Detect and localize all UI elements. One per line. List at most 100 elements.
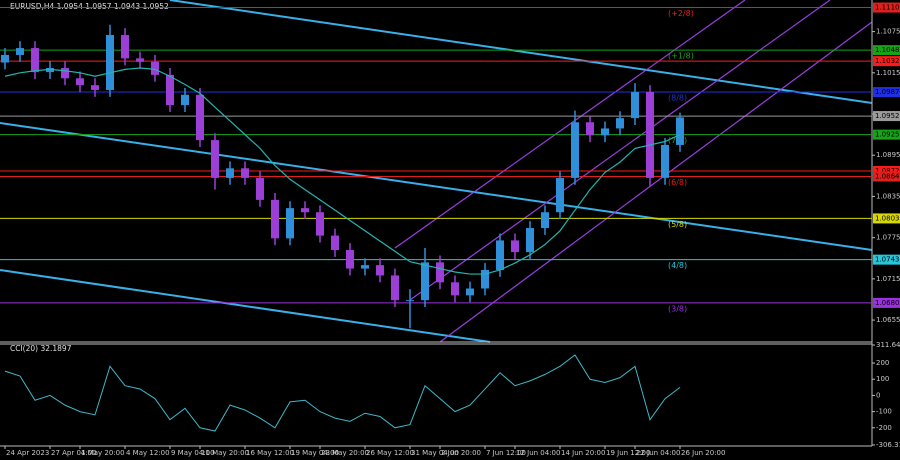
murray-label: (4/8) (668, 261, 687, 270)
candle-body (496, 240, 504, 270)
level-price-label: 1.1048 (875, 46, 900, 54)
x-tick-label: 1 May 20:00 (81, 449, 125, 457)
candle-body (106, 35, 114, 90)
level-price-box (873, 87, 900, 98)
candle-body (61, 68, 69, 79)
candle-body (271, 199, 279, 239)
cci-tick-label: -100 (876, 408, 892, 416)
level-price-label: 1.0987 (875, 88, 900, 96)
x-tick-label: 26 May 12:00 (366, 449, 414, 457)
y-tick-label: 1.1075 (876, 28, 900, 36)
candle-body (571, 122, 579, 178)
level-price-label: 1.0680 (875, 299, 900, 307)
candle-body (466, 288, 474, 296)
candle-body (91, 85, 99, 90)
candle-body (226, 168, 234, 178)
murray-label: (8/8) (668, 94, 687, 103)
candle-body (601, 128, 609, 136)
candle-body (166, 74, 174, 106)
murray-label: (5/8) (668, 220, 687, 229)
x-tick-label: 11 May 20:00 (201, 449, 249, 457)
y-tick-label: 1.0835 (876, 192, 900, 200)
candle-body (46, 68, 54, 73)
y-tick-label: 1.0775 (876, 234, 900, 242)
candle-body (436, 262, 444, 283)
level-price-label: 1.0925 (875, 131, 900, 139)
level-price-box (873, 171, 900, 182)
x-tick-label: 4 May 12:00 (126, 449, 170, 457)
candle-body (541, 212, 549, 229)
candle-body (376, 265, 384, 276)
level-price-label: 1.0803 (875, 214, 900, 222)
x-tick-label: 9 May 04:00 (171, 449, 215, 457)
chart-title: EURUSD,H4 1.0954 1.0957 1.0943 1.0952 (10, 2, 169, 11)
candle-body (421, 262, 429, 301)
channel-line (439, 21, 873, 343)
x-tick-label: 31 May 04:00 (411, 449, 459, 457)
cci-tick-label: 311.6444 (876, 341, 900, 349)
candle-body (331, 235, 339, 251)
candle-body (16, 48, 24, 55)
candle-body (556, 177, 564, 213)
x-tick-label: 2 Jun 20:00 (441, 449, 481, 457)
candle-body (31, 48, 39, 73)
candle-body (286, 208, 294, 239)
level-price-label: 1.0872 (875, 167, 900, 175)
candle-body (211, 140, 219, 178)
trend-lines (0, 0, 873, 343)
x-tick-label: 14 Jun 20:00 (561, 449, 605, 457)
murray-label: (3/8) (668, 304, 687, 313)
y-tick-label: 1.0655 (876, 316, 900, 324)
candle-body (181, 94, 189, 106)
level-price-label: 1.1032 (875, 57, 900, 65)
y-tick-label: 1.1015 (876, 69, 900, 77)
candle-body (451, 282, 459, 296)
murray-label: (+1/8) (668, 52, 694, 61)
candle-body (121, 35, 129, 59)
x-tick-label: 27 Apr 04:00 (51, 449, 97, 457)
x-tick-label: 16 May 12:00 (246, 449, 294, 457)
x-tick-label: 26 Jun 20:00 (681, 449, 725, 457)
murray-label: (+2/8) (668, 9, 694, 18)
candle-body (316, 212, 324, 236)
moving-average (4, 67, 681, 275)
cci-tick-label: 100 (876, 375, 889, 383)
candle-body (511, 240, 519, 253)
level-price-box (873, 2, 900, 13)
candle-body (406, 300, 414, 302)
x-tick-label: 12 Jun 04:00 (516, 449, 560, 457)
level-price-box (873, 111, 900, 122)
cci-tick-label: 0 (876, 391, 880, 399)
level-price-box (873, 166, 900, 177)
level-price-label: 1.0864 (875, 173, 900, 181)
candle-body (526, 228, 534, 253)
x-tick-label: 7 Jun 12:00 (486, 449, 526, 457)
candle-body (1, 54, 9, 63)
level-price-box (873, 129, 900, 140)
y-tick-label: 1.0895 (876, 151, 900, 159)
indicator-title: CCI(20) 32.1897 (10, 344, 72, 353)
candle-body (151, 61, 159, 75)
cci-tick-label: -200 (876, 424, 892, 432)
cci-tick-label: -306.3145 (876, 441, 900, 449)
candle-body (346, 250, 354, 269)
y-tick-label: 1.0715 (876, 275, 900, 283)
x-tick-label: 19 May 04:00 (291, 449, 339, 457)
level-price-box (873, 213, 900, 224)
candle-body (481, 269, 489, 289)
candle-body (241, 168, 249, 178)
trend-line (0, 122, 873, 251)
cci-tick-label: 200 (876, 359, 889, 367)
x-tick-label: 22 Jun 04:00 (636, 449, 680, 457)
candle-body (661, 144, 669, 178)
candle-body (301, 208, 309, 213)
trend-line (0, 269, 491, 343)
x-tick-label: 19 Jun 12:00 (606, 449, 650, 457)
trend-line (169, 0, 873, 104)
candle-body (616, 118, 624, 129)
cci-line (4, 354, 681, 432)
candle-body (361, 265, 369, 269)
level-price-box (873, 45, 900, 56)
murray-label: (6/8) (668, 178, 687, 187)
